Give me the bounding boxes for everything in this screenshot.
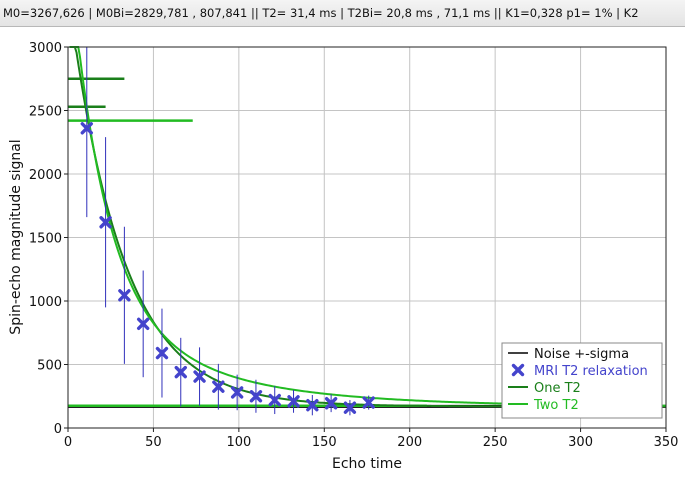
x-tick-label: 150 bbox=[312, 435, 337, 450]
y-tick-label: 2500 bbox=[29, 105, 62, 120]
status-text: M0=3267,626 | M0Bi=2829,781 , 807,841 ||… bbox=[3, 6, 639, 20]
data-point bbox=[118, 289, 131, 302]
x-tick-label: 350 bbox=[654, 435, 679, 450]
plot-area[interactable]: 0 50 100 150 200 250 300 350 0 500 1000 1500 2000 25… bbox=[0, 27, 685, 475]
y-tick-label: 500 bbox=[37, 359, 62, 374]
x-axis-label: Echo time bbox=[332, 456, 402, 472]
data-point bbox=[343, 401, 357, 414]
y-tick-label: 2000 bbox=[29, 168, 62, 183]
data-point bbox=[306, 398, 319, 412]
y-tick-label: 0 bbox=[54, 422, 62, 437]
data-point bbox=[99, 216, 112, 229]
relaxation-chart[interactable]: 0 50 100 150 200 250 300 350 0 500 1000 1500 2000 25… bbox=[0, 27, 685, 475]
data-point bbox=[249, 390, 263, 403]
data-point bbox=[324, 397, 338, 410]
data-point bbox=[230, 386, 244, 399]
x-tick-label: 200 bbox=[397, 435, 422, 450]
status-bar: M0=3267,626 | M0Bi=2829,781 , 807,841 ||… bbox=[0, 0, 685, 27]
legend-one-t2: One T2 bbox=[534, 381, 581, 396]
x-tick-label: 0 bbox=[64, 435, 72, 450]
legend-points: MRI T2 relaxation bbox=[534, 364, 648, 379]
data-point bbox=[287, 395, 300, 408]
data-point bbox=[136, 317, 150, 331]
y-axis: 0 500 1000 1500 2000 2500 3000 bbox=[29, 41, 68, 437]
data-point bbox=[362, 396, 375, 409]
legend-two-t2: Two T2 bbox=[533, 398, 579, 413]
data-point bbox=[80, 122, 93, 135]
legend-noise: Noise +-sigma bbox=[534, 347, 629, 362]
grid-lines bbox=[68, 47, 666, 428]
x-tick-label: 250 bbox=[483, 435, 508, 450]
legend: Noise +-sigma MRI T2 relaxation One T2 T… bbox=[501, 342, 663, 419]
x-tick-label: 300 bbox=[568, 435, 593, 450]
data-point bbox=[268, 393, 281, 407]
x-tick-label: 100 bbox=[226, 435, 251, 450]
x-tick-label: 50 bbox=[145, 435, 162, 450]
data-point bbox=[174, 365, 187, 379]
y-axis-label: Spin-echo magnitude signal bbox=[8, 139, 24, 334]
y-tick-label: 1000 bbox=[29, 295, 62, 310]
x-axis: 0 50 100 150 200 250 300 350 bbox=[64, 428, 679, 450]
data-points bbox=[80, 122, 375, 414]
y-tick-label: 3000 bbox=[29, 41, 62, 56]
legend-swatch-points bbox=[511, 363, 525, 377]
legend-box bbox=[501, 342, 663, 419]
y-tick-label: 1500 bbox=[29, 232, 62, 247]
data-point bbox=[193, 370, 206, 383]
data-point bbox=[212, 380, 225, 393]
data-point bbox=[155, 346, 169, 360]
